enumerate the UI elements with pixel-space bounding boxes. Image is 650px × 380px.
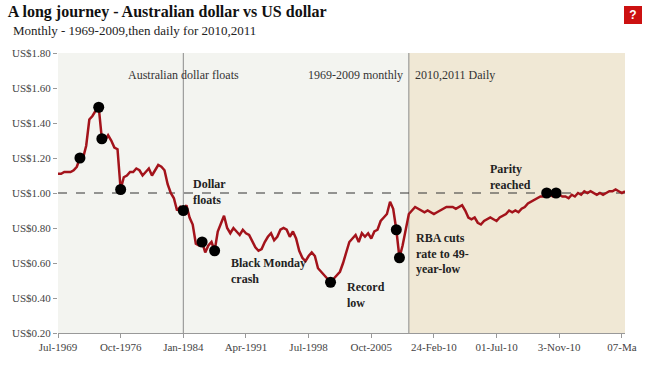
svg-text:US$1.80: US$1.80 <box>12 47 51 59</box>
svg-text:2010,2011 Daily: 2010,2011 Daily <box>415 68 495 82</box>
svg-text:US$1.60: US$1.60 <box>12 82 51 94</box>
svg-text:01-Jul-10: 01-Jul-10 <box>475 341 518 353</box>
svg-text:Recordlow: Recordlow <box>347 280 385 310</box>
svg-text:Parityreached: Parityreached <box>490 162 531 192</box>
svg-text:3-Nov-10: 3-Nov-10 <box>538 341 581 353</box>
svg-text:US$1.20: US$1.20 <box>12 152 51 164</box>
svg-text:Oct-1976: Oct-1976 <box>100 341 142 353</box>
svg-text:US$0.60: US$0.60 <box>12 257 51 269</box>
svg-text:Oct-2005: Oct-2005 <box>350 341 392 353</box>
svg-text:Apr-1991: Apr-1991 <box>225 341 268 353</box>
svg-text:US$0.40: US$0.40 <box>12 292 51 304</box>
svg-text:US$0.20: US$0.20 <box>12 327 51 339</box>
svg-text:Dollarfloats: Dollarfloats <box>193 177 226 207</box>
svg-text:Jul-1998: Jul-1998 <box>289 341 328 353</box>
svg-text:1969-2009 monthly: 1969-2009 monthly <box>308 68 403 82</box>
svg-text:US$0.80: US$0.80 <box>12 222 51 234</box>
svg-text:A long journey - Australian do: A long journey - Australian dollar vs US… <box>8 3 327 21</box>
svg-text:24-Feb-10: 24-Feb-10 <box>411 341 457 353</box>
svg-text:Black Mondaycrash: Black Mondaycrash <box>231 256 306 286</box>
svg-text:US$1.40: US$1.40 <box>12 117 51 129</box>
svg-text:Jan-1984: Jan-1984 <box>163 341 204 353</box>
svg-text:Jul-1969: Jul-1969 <box>39 341 78 353</box>
svg-text:RBA cutsrate to 49-year-low: RBA cutsrate to 49-year-low <box>416 231 469 276</box>
svg-text:07-Ma: 07-Ma <box>607 341 636 353</box>
svg-text:Australian dollar floats: Australian dollar floats <box>128 68 239 82</box>
svg-text:Monthly - 1969-2009,then daily: Monthly - 1969-2009,then daily for 2010,… <box>13 23 256 38</box>
svg-text:US$1.00: US$1.00 <box>12 187 51 199</box>
